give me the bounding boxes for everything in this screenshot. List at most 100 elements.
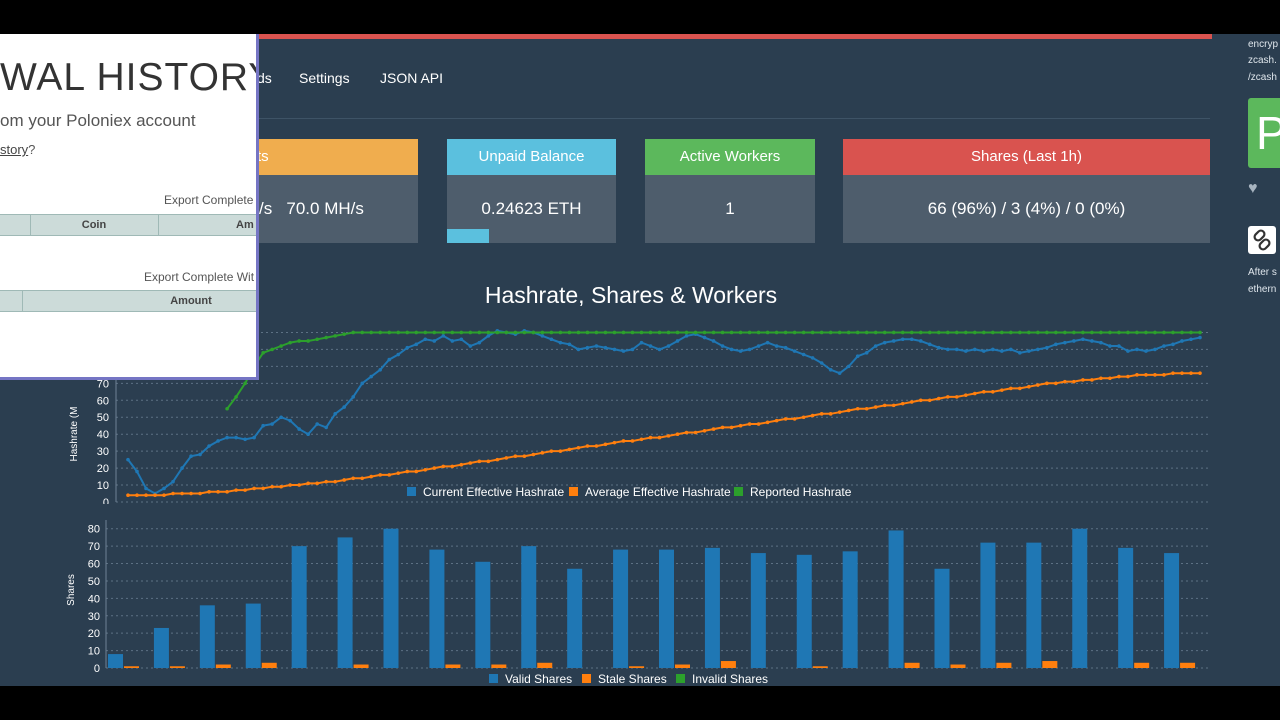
- bar-1: [353, 664, 369, 668]
- data-point: [1144, 330, 1148, 335]
- data-point: [1108, 330, 1112, 335]
- nav-link-settings[interactable]: Settings: [299, 70, 350, 86]
- column-divider: [22, 291, 23, 311]
- data-point: [1081, 337, 1085, 342]
- heart-icon[interactable]: ♥: [1248, 180, 1258, 197]
- y-tick-label: 0: [103, 497, 109, 504]
- history-link-text[interactable]: story: [0, 142, 29, 157]
- sidebar-text-line[interactable]: /zcash: [1248, 72, 1277, 83]
- data-point: [1180, 330, 1184, 335]
- data-point: [567, 342, 572, 347]
- data-point: [216, 439, 220, 443]
- data-point: [351, 395, 356, 399]
- data-point: [513, 330, 518, 335]
- legend-label-average: Average Effective Hashrate: [585, 485, 731, 499]
- bar-0: [245, 603, 261, 668]
- y-tick-label: 30: [88, 611, 100, 623]
- y-tick-label: 50: [97, 412, 109, 424]
- data-point: [441, 334, 446, 338]
- data-point: [783, 417, 788, 421]
- data-point: [900, 330, 905, 335]
- y-axis-label: Shares: [66, 574, 77, 606]
- data-point: [1036, 330, 1040, 335]
- data-point: [657, 330, 662, 335]
- data-point: [261, 423, 265, 428]
- history-link[interactable]: story?: [0, 142, 35, 157]
- bar-0: [659, 549, 674, 668]
- data-point: [648, 344, 653, 348]
- data-point: [1108, 344, 1112, 348]
- data-point: [981, 390, 986, 394]
- data-point: [765, 340, 770, 345]
- bar-1: [215, 664, 231, 668]
- data-point: [1198, 371, 1202, 375]
- data-point: [567, 447, 572, 452]
- data-point: [333, 412, 337, 416]
- sidebar-text-line: ethern: [1248, 284, 1277, 295]
- data-point: [765, 330, 770, 335]
- data-point: [801, 352, 806, 357]
- data-point: [828, 412, 833, 416]
- data-point: [261, 351, 265, 355]
- hashrate-legend: Current Effective Hashrate Average Effec…: [407, 485, 852, 499]
- legend-swatch-invalid: [676, 674, 685, 683]
- data-point: [855, 330, 860, 335]
- data-point: [396, 330, 401, 335]
- bar-0: [108, 654, 123, 668]
- bar-0: [567, 568, 583, 668]
- data-point: [991, 347, 995, 352]
- export-complete-link[interactable]: Export Complete: [164, 193, 254, 207]
- avatar-tile[interactable]: P: [1248, 98, 1280, 168]
- data-point: [1135, 330, 1139, 335]
- data-point: [270, 422, 274, 426]
- nav-link-partial[interactable]: ds: [257, 70, 272, 86]
- data-point: [540, 451, 545, 455]
- legend-label-valid: Valid Shares: [505, 672, 572, 686]
- data-point: [369, 474, 374, 479]
- link-icon[interactable]: [1248, 226, 1276, 254]
- export-complete-link[interactable]: Export Complete Wit: [144, 270, 255, 284]
- data-point: [864, 406, 869, 411]
- data-point: [1189, 337, 1193, 342]
- data-point: [900, 337, 905, 342]
- stat-header: Unpaid Balance: [447, 139, 616, 175]
- y-tick-label: 80: [88, 524, 100, 536]
- data-point: [324, 479, 328, 484]
- data-point: [585, 345, 590, 350]
- data-point: [576, 445, 581, 450]
- data-point: [738, 330, 743, 335]
- bar-1: [996, 662, 1012, 668]
- y-tick-label: 40: [97, 429, 109, 441]
- bar-0: [429, 549, 445, 668]
- data-point: [1045, 345, 1049, 350]
- y-tick-label: 20: [97, 463, 109, 475]
- data-point: [1180, 371, 1184, 375]
- data-point: [621, 330, 626, 335]
- right-sidebar: encryp zcash. /zcash P ♥ After s ethern: [1212, 34, 1280, 686]
- legend-swatch-stale: [582, 674, 591, 683]
- legend-label-invalid: Invalid Shares: [692, 672, 768, 686]
- data-point: [864, 330, 869, 335]
- data-point: [189, 454, 193, 459]
- data-point: [585, 330, 590, 335]
- data-point: [1054, 330, 1058, 335]
- data-point: [594, 344, 599, 348]
- data-point: [306, 339, 310, 343]
- data-point: [639, 330, 644, 335]
- data-point: [675, 432, 680, 436]
- y-tick-label: 60: [97, 395, 109, 407]
- bar-1: [169, 666, 185, 668]
- nav-link-json-api[interactable]: JSON API: [380, 70, 444, 86]
- data-point: [846, 364, 851, 369]
- data-point: [441, 330, 446, 335]
- stat-panel-unpaid-balance: Unpaid Balance 0.24623 ETH: [447, 139, 616, 243]
- data-point: [261, 486, 265, 491]
- data-point: [558, 330, 563, 335]
- data-point: [468, 461, 473, 465]
- data-point: [126, 457, 130, 462]
- data-point: [918, 330, 923, 335]
- sidebar-text-line[interactable]: zcash.: [1248, 55, 1277, 66]
- data-point: [360, 330, 365, 335]
- data-point: [342, 332, 347, 336]
- data-point: [324, 335, 328, 340]
